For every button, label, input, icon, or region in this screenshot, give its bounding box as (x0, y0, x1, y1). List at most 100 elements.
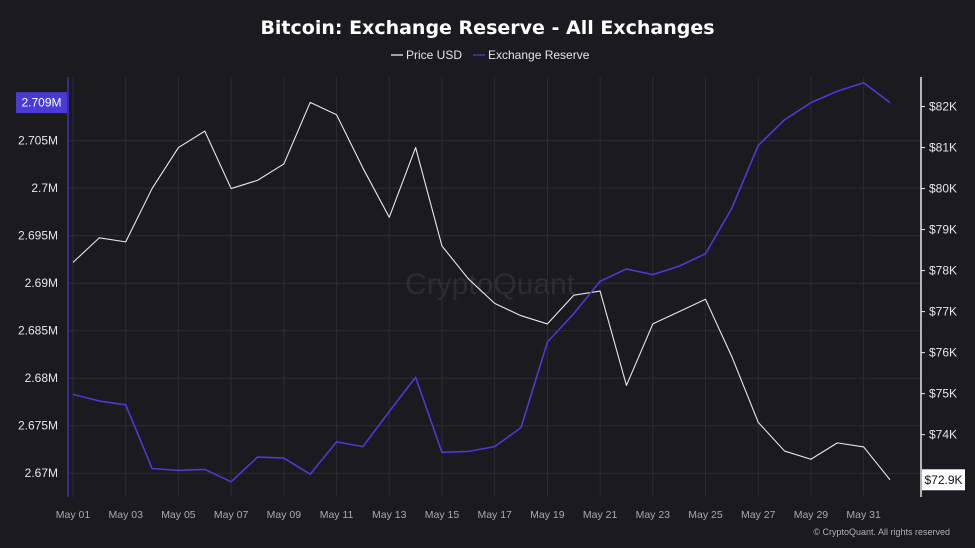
price-usd-line[interactable] (72, 101, 891, 481)
reserve-point (98, 400, 101, 403)
reserve-point (72, 393, 75, 396)
reserve-point (282, 457, 285, 460)
right-tick-label: $76K (929, 346, 957, 360)
x-axis-ticks: May 01 May 03 May 05 May 07 May 09 May 11 May … (56, 509, 881, 521)
reserve-point (467, 450, 470, 453)
right-tick-label: $79K (929, 223, 957, 237)
left-axis-ticks: 2.67M 2.675M 2.68M 2.685M 2.69M 2.695M 2.7M 2.7… (18, 134, 58, 481)
legend-price-label[interactable]: Price USD (406, 48, 462, 62)
right-tick-label: $77K (929, 305, 957, 319)
reserve-point (414, 376, 417, 379)
reserve-point (230, 480, 233, 483)
price-point (889, 478, 892, 481)
right-highlight-label: $72.9K (924, 473, 962, 487)
x-tick-label: May 25 (688, 509, 723, 521)
reserve-point (361, 445, 364, 448)
right-tick-label: $80K (929, 182, 957, 196)
right-axis-ticks: $74K $75K $76K $77K $78K $79K $80K $81K $82K (921, 100, 957, 442)
reserve-point (572, 312, 575, 315)
price-point (256, 179, 259, 182)
reserve-point (625, 267, 628, 270)
x-tick-label: May 27 (741, 509, 776, 521)
watermark: CryptoQuant (405, 268, 576, 301)
price-point (309, 101, 312, 104)
right-tick-label: $82K (929, 100, 957, 114)
reserve-point (730, 207, 733, 210)
x-tick-label: May 07 (214, 509, 249, 521)
price-point (282, 162, 285, 165)
price-point (230, 187, 233, 190)
price-point (809, 458, 812, 461)
price-point (599, 290, 602, 293)
reserve-point (889, 101, 892, 104)
price-point (98, 236, 101, 239)
reserve-point (203, 468, 206, 471)
x-tick-label: May 15 (425, 509, 460, 521)
price-point (757, 421, 760, 424)
x-tick-label: May 29 (794, 509, 829, 521)
price-point (520, 314, 523, 317)
left-tick-label: 2.67M (25, 466, 58, 480)
reserve-point (177, 469, 180, 472)
reserve-point (546, 341, 549, 344)
price-point (651, 322, 654, 325)
right-tick-label: $75K (929, 387, 957, 401)
copyright-text: © CryptoQuant. All rights reserved (813, 527, 950, 537)
price-point (572, 294, 575, 297)
reserve-point (124, 403, 127, 406)
price-point (335, 113, 338, 116)
x-tick-label: May 03 (108, 509, 143, 521)
legend-reserve-label[interactable]: Exchange Reserve (488, 48, 590, 62)
reserve-point (309, 473, 312, 476)
right-highlight-badge-bg (922, 469, 965, 491)
reserve-point (388, 410, 391, 413)
price-point (388, 216, 391, 219)
price-point (730, 355, 733, 358)
reserve-point (151, 467, 154, 470)
left-highlight-label: 2.709M (21, 96, 61, 110)
x-tick-label: May 23 (636, 509, 671, 521)
price-point (203, 130, 206, 133)
price-point (546, 322, 549, 325)
right-tick-label: $74K (929, 428, 957, 442)
price-point (72, 261, 75, 264)
reserve-point (809, 101, 812, 104)
grid (68, 77, 921, 497)
price-point (862, 445, 865, 448)
right-tick-label: $81K (929, 141, 957, 155)
left-tick-label: 2.7M (31, 181, 58, 195)
left-tick-label: 2.675M (18, 419, 58, 433)
chart-title: Bitcoin: Exchange Reserve - All Exchange… (260, 17, 714, 39)
x-tick-label: May 01 (56, 509, 91, 521)
reserve-point (520, 426, 523, 429)
x-tick-label: May 31 (846, 509, 881, 521)
x-tick-label: May 05 (161, 509, 196, 521)
x-tick-label: May 09 (267, 509, 302, 521)
x-tick-label: May 13 (372, 509, 407, 521)
x-tick-label: May 17 (477, 509, 512, 521)
reserve-point (704, 252, 707, 255)
right-tick-label: $78K (929, 264, 957, 278)
x-tick-label: May 11 (320, 509, 354, 521)
reserve-point (493, 445, 496, 448)
left-tick-label: 2.68M (25, 371, 58, 385)
reserve-point (599, 280, 602, 283)
price-point (361, 167, 364, 170)
exchange-reserve-line[interactable] (72, 81, 891, 483)
price-point (414, 146, 417, 149)
reserve-point (335, 440, 338, 443)
reserve-point (783, 118, 786, 121)
left-tick-label: 2.69M (25, 276, 58, 290)
price-point (440, 244, 443, 247)
reserve-point (256, 456, 259, 459)
left-highlight-badge-bg (16, 92, 67, 114)
reserve-point (836, 90, 839, 93)
price-point (678, 310, 681, 313)
price-point (124, 240, 127, 243)
price-point (783, 450, 786, 453)
x-tick-label: May 21 (583, 509, 618, 521)
legend[interactable]: Price USD Exchange Reserve (391, 48, 590, 62)
right-highlight-badge: $72.9K (922, 469, 965, 491)
reserve-point (757, 144, 760, 147)
